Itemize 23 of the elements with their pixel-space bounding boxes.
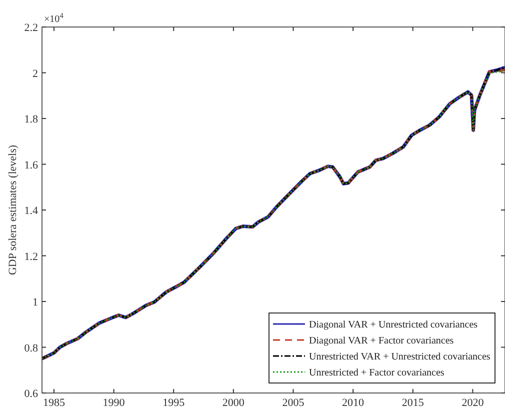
x-tick-label: 2015 xyxy=(402,397,424,409)
y-tick-label: 0.8 xyxy=(24,342,38,354)
x-tick-label: 2005 xyxy=(282,397,305,409)
y-tick-label: 1 xyxy=(32,296,38,308)
text: ×10$^{4}$ xyxy=(44,10,64,25)
y-tick-label: 2.2 xyxy=(24,22,38,34)
y-axis-title: GDP solera estimates (levels) xyxy=(7,144,19,276)
x-tick-label: 2010 xyxy=(342,397,365,409)
legend-label: Diagonal VAR + Factor covariances xyxy=(309,336,454,346)
legend-label: Unrestricted + Factor covariances xyxy=(309,368,444,378)
x-tick-label: 1995 xyxy=(162,397,186,409)
legend-label: Diagonal VAR + Unrestricted covariances xyxy=(309,320,478,330)
x-tick-label: 1985 xyxy=(42,397,66,409)
legend-label: Unrestricted VAR + Unrestricted covariances xyxy=(309,352,490,362)
x-tick-label: 2000 xyxy=(222,397,245,409)
y-tick-label: 1.4 xyxy=(24,205,38,217)
y-tick-label: 1.6 xyxy=(24,159,38,172)
y-tick-label: 1.8 xyxy=(24,114,38,126)
x-tick-label: 2020 xyxy=(462,397,484,409)
y-tick-label: 2 xyxy=(32,68,38,80)
x-tick-label: 1990 xyxy=(102,397,126,409)
y-tick-label: 0.6 xyxy=(24,388,38,400)
y-tick-label: 1.2 xyxy=(24,250,38,263)
